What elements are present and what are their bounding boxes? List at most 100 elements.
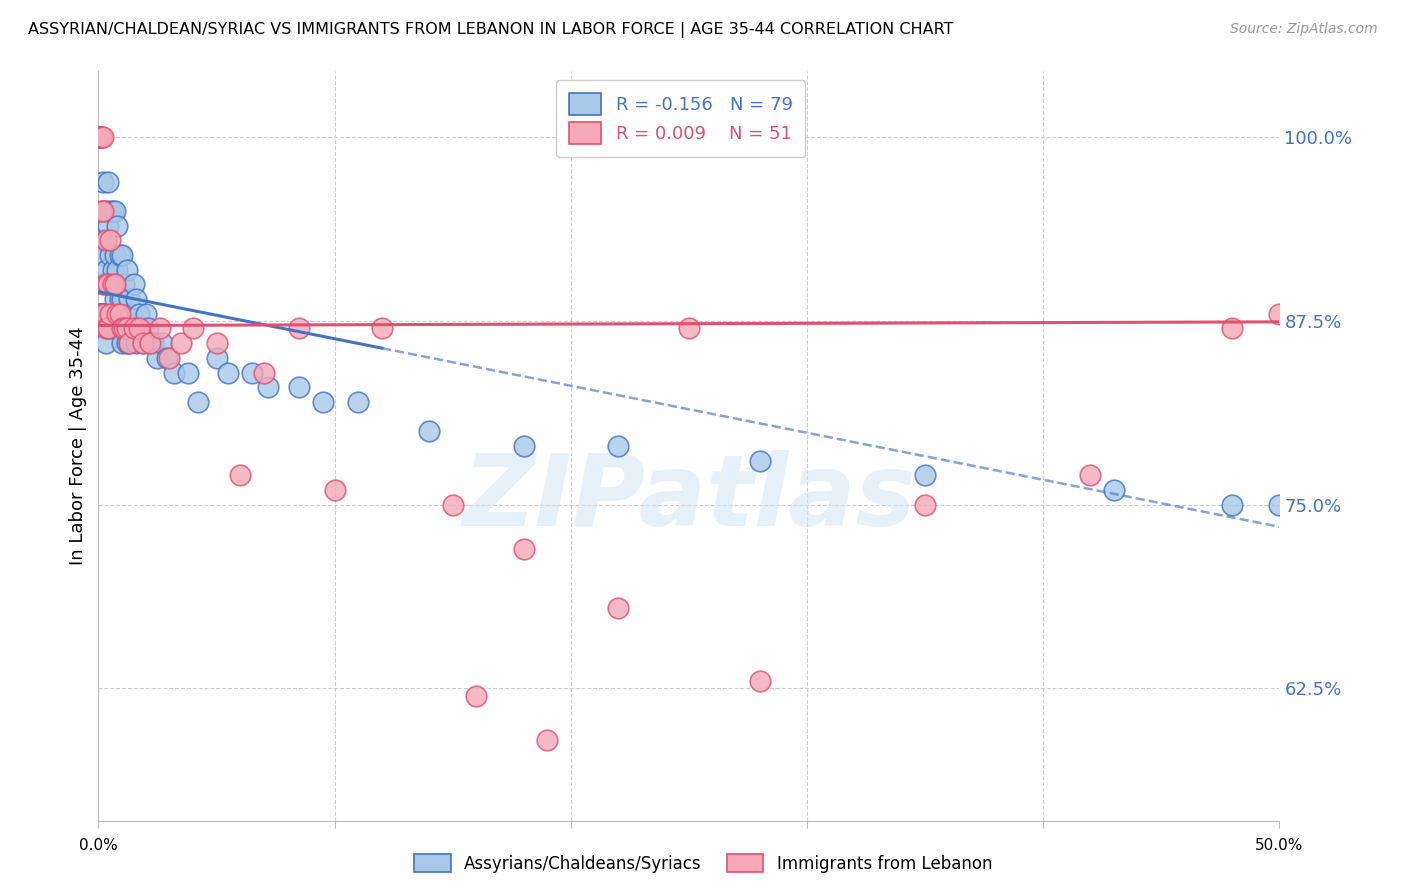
Point: [132, 336, 155, 351]
Point: [108, 321, 131, 335]
Point: [105, 219, 128, 233]
Point: [125, 336, 148, 351]
Point: [104, 277, 127, 292]
Point: [1220, 321, 1243, 335]
Point: [90, 130, 112, 145]
Point: [91, 248, 114, 262]
Point: [128, 321, 150, 335]
Point: [108, 307, 131, 321]
Y-axis label: In Labor Force | Age 35-44: In Labor Force | Age 35-44: [69, 326, 87, 566]
Point: [90, 307, 112, 321]
Point: [104, 321, 127, 335]
Point: [115, 321, 138, 335]
Point: [89, 307, 111, 321]
Point: [115, 336, 138, 351]
Point: [104, 248, 127, 262]
Point: [1080, 468, 1102, 483]
Point: [181, 321, 204, 335]
Point: [441, 498, 464, 512]
Point: [607, 600, 630, 615]
Point: [91, 175, 114, 189]
Point: [118, 292, 141, 306]
Point: [97, 219, 120, 233]
Point: [177, 366, 200, 380]
Point: [205, 351, 228, 365]
Point: [139, 336, 162, 351]
Point: [104, 292, 127, 306]
Point: [90, 233, 112, 247]
Point: [112, 321, 135, 335]
Point: [187, 395, 209, 409]
Point: [94, 262, 117, 277]
Point: [90, 307, 112, 321]
Text: ZIPatlas: ZIPatlas: [463, 450, 915, 547]
Point: [115, 262, 138, 277]
Point: [146, 351, 169, 365]
Point: [105, 262, 128, 277]
Point: [512, 541, 534, 556]
Point: [89, 130, 111, 145]
Point: [112, 321, 135, 335]
Point: [1102, 483, 1125, 497]
Point: [678, 321, 700, 335]
Point: [156, 351, 179, 365]
Point: [91, 307, 114, 321]
Point: [108, 248, 131, 262]
Point: [135, 307, 157, 321]
Point: [205, 336, 228, 351]
Point: [371, 321, 394, 335]
Text: ASSYRIAN/CHALDEAN/SYRIAC VS IMMIGRANTS FROM LEBANON IN LABOR FORCE | AGE 35-44 C: ASSYRIAN/CHALDEAN/SYRIAC VS IMMIGRANTS F…: [28, 22, 953, 38]
Point: [98, 307, 121, 321]
Point: [108, 292, 131, 306]
Point: [240, 366, 263, 380]
Point: [748, 453, 770, 467]
Point: [142, 336, 165, 351]
Point: [323, 483, 346, 497]
Point: [607, 439, 630, 453]
Point: [914, 498, 936, 512]
Point: [98, 307, 121, 321]
Point: [94, 277, 117, 292]
Point: [118, 336, 141, 351]
Point: [97, 277, 120, 292]
Point: [465, 689, 488, 703]
Point: [128, 307, 150, 321]
Point: [91, 277, 114, 292]
Point: [288, 380, 311, 394]
Point: [217, 366, 239, 380]
Point: [418, 425, 440, 439]
Point: [91, 307, 114, 321]
Point: [229, 468, 252, 483]
Point: [90, 130, 112, 145]
Point: [163, 366, 186, 380]
Point: [101, 203, 124, 218]
Point: [90, 203, 112, 218]
Point: [170, 336, 193, 351]
Point: [94, 233, 117, 247]
Point: [105, 307, 128, 321]
Point: [101, 277, 124, 292]
Point: [91, 203, 114, 218]
Point: [914, 468, 936, 483]
Point: [112, 277, 135, 292]
Point: [253, 366, 276, 380]
Point: [104, 203, 127, 218]
Point: [122, 277, 145, 292]
Point: [512, 439, 534, 453]
Text: 50.0%: 50.0%: [1256, 838, 1303, 854]
Point: [139, 336, 162, 351]
Point: [105, 321, 128, 335]
Point: [347, 395, 370, 409]
Point: [122, 321, 145, 335]
Point: [94, 307, 117, 321]
Point: [1268, 498, 1291, 512]
Point: [111, 292, 134, 306]
Point: [150, 336, 173, 351]
Legend: Assyrians/Chaldeans/Syriacs, Immigrants from Lebanon: Assyrians/Chaldeans/Syriacs, Immigrants …: [408, 847, 998, 880]
Point: [98, 203, 121, 218]
Point: [115, 307, 138, 321]
Point: [111, 336, 134, 351]
Point: [89, 130, 111, 145]
Point: [90, 307, 112, 321]
Point: [89, 130, 111, 145]
